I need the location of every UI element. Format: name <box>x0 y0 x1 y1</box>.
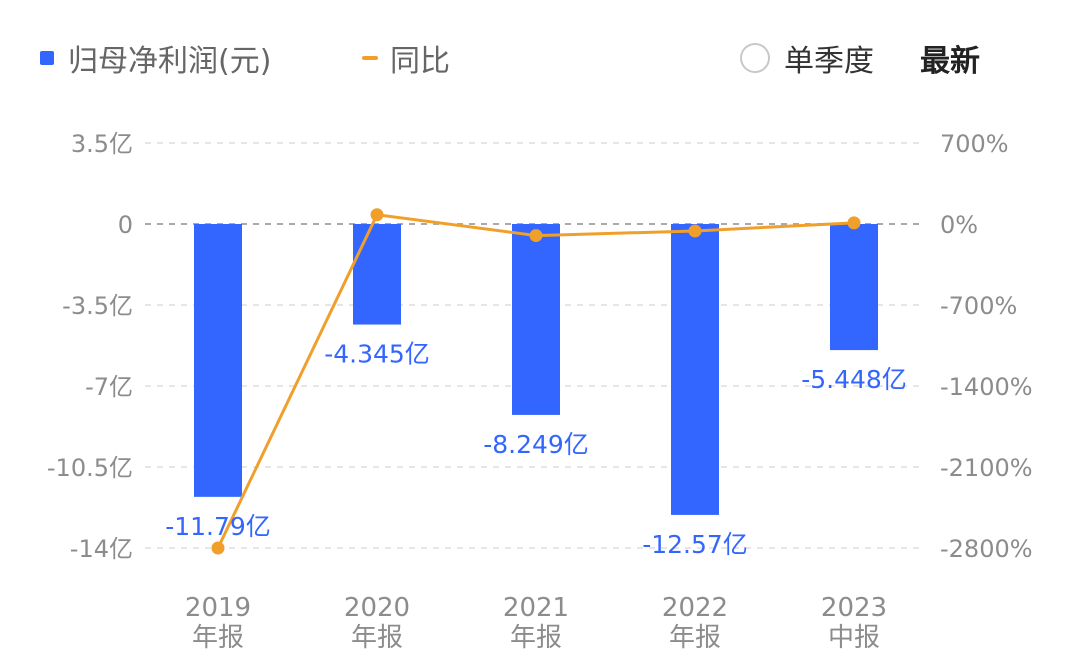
y-right-tick-label: -2100% <box>940 454 1033 482</box>
y-left-tick-label: 0 <box>118 211 133 239</box>
y-right-tick-label: -2800% <box>940 535 1033 563</box>
x-tick-label-period: 年报 <box>669 623 721 653</box>
axis-ticks: 3.5亿 0 -3.5亿 -7亿 -10.5亿 -14亿 700% 0% -700% -1400%… <box>47 130 1033 563</box>
x-tick-label-year: 2021 <box>503 593 569 623</box>
bar-series <box>194 224 878 515</box>
y-left-tick-label: -3.5亿 <box>62 292 133 320</box>
single-quarter-label: 单季度 <box>784 44 874 79</box>
x-tick-label-period: 年报 <box>351 623 403 653</box>
y-left-tick-label: -7亿 <box>85 373 133 401</box>
bar-value-label: -11.79亿 <box>165 512 271 541</box>
bar-value-label: -8.249亿 <box>483 430 589 459</box>
x-tick-label-period: 年报 <box>510 623 562 653</box>
legend-item-yoy: 同比 <box>362 36 450 80</box>
bar-value-label: -12.57亿 <box>642 530 748 559</box>
yoy-point <box>688 224 702 238</box>
y-left-tick-label: -10.5亿 <box>47 454 133 482</box>
x-tick-label-year: 2020 <box>344 593 410 623</box>
y-left-tick-label: 3.5亿 <box>71 130 133 158</box>
bar-value-label: -5.448亿 <box>801 365 907 394</box>
x-tick-label-year: 2019 <box>185 593 251 623</box>
bar <box>512 224 560 415</box>
yoy-point <box>370 208 384 222</box>
y-left-tick-label: -14亿 <box>70 535 133 563</box>
bar <box>353 224 401 325</box>
legend-item-net-profit: 归母净利润(元) <box>40 36 271 80</box>
y-right-tick-label: 0% <box>940 211 978 239</box>
x-tick-label-year: 2023 <box>821 593 887 623</box>
radio-icon <box>740 43 770 73</box>
x-tick-label-period: 年报 <box>192 623 244 653</box>
bar-value-label: -4.345亿 <box>324 340 430 369</box>
legend-label-yoy: 同比 <box>390 44 450 79</box>
yoy-point <box>529 229 543 243</box>
yoy-line-series <box>211 208 861 555</box>
x-tick-label-year: 2022 <box>662 593 728 623</box>
bar <box>671 224 719 515</box>
latest-button[interactable]: 最新 <box>920 44 980 79</box>
y-right-tick-label: -1400% <box>940 373 1033 401</box>
bar <box>194 224 242 497</box>
single-quarter-toggle[interactable]: 单季度 <box>740 36 874 80</box>
y-right-tick-label: 700% <box>940 130 1009 158</box>
legend: 归母净利润(元) 同比 单季度 最新 <box>40 36 1040 80</box>
yoy-point <box>211 541 225 555</box>
data-labels: -11.79亿 -4.345亿 -8.249亿 -12.57亿 -5.448亿 <box>165 340 907 559</box>
bar <box>830 224 878 351</box>
x-tick-label-period: 中报 <box>828 623 880 653</box>
y-right-tick-label: -700% <box>940 292 1017 320</box>
yoy-point <box>847 216 861 230</box>
bar-swatch-icon <box>40 51 54 65</box>
line-swatch-icon <box>362 56 378 60</box>
legend-label-net-profit: 归母净利润(元) <box>68 44 272 79</box>
